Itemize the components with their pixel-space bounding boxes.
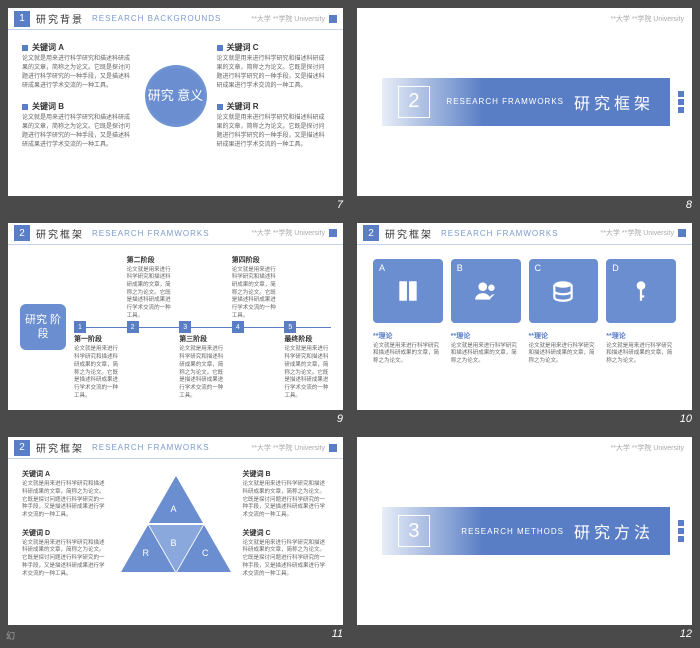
keyword-title: 关键词 A [22, 42, 135, 53]
page-number: 12 [357, 628, 692, 640]
phase-4: 第四阶段论文就是用来进行科学研究和描述科研成果的文章，简称之为论文。它既是描述科… [232, 255, 279, 321]
theory-3: **理论论文就是用来进行科学研究和描述科研成果的文章，简称之为论文。 [529, 331, 599, 366]
section-divider: 3 RESEARCH METHODS 研究方法 [357, 437, 692, 625]
keyword-title: 关键词 R [217, 101, 330, 112]
page-number: 10 [357, 413, 692, 425]
header-en: RESEARCH FRAMWORKS [441, 229, 559, 238]
theory-1: **理论论文就是用来进行科学研究和描述科研成果的文章，简称之为论文。 [373, 331, 443, 366]
page-number: 8 [357, 199, 692, 211]
card-b: B [451, 259, 521, 323]
keyword-block-a: 关键词 A 论文就是用来进行科学研究和描述科研成果的文章，简称之为论文。它既是探讨… [22, 42, 135, 91]
header-zh: 研究背景 [36, 11, 84, 26]
phase-3: 第三阶段论文就是用来进行科学研究和描述科研成果的文章，简称之为论文。它既是描述科… [179, 334, 226, 400]
university-label: **大学 **学院 University [251, 14, 325, 24]
university-label: **大学 **学院 University [251, 443, 325, 453]
section-en: RESEARCH FRAMWORKS [446, 97, 564, 106]
keyword-block-b: 关键词 B 论文就是用来进行科学研究和描述科研成果的文章，简称之为论文。它既是探讨… [22, 101, 135, 150]
theory-2: **理论论文就是用来进行科学研究和描述科研成果的文章，简称之为论文。 [451, 331, 521, 366]
stage-badge: 研究 阶段 [20, 304, 66, 350]
section-number: 2 [363, 225, 379, 241]
center-circle: 研究 意义 [145, 65, 207, 127]
page-number: 7 [8, 199, 343, 211]
phase-2: 第二阶段论文就是用来进行科学研究和描述科研成果的文章，简称之为论文。它既是描述科… [127, 255, 174, 321]
section-zh: 研究框架 [574, 90, 654, 114]
university-label: **大学 **学院 University [610, 443, 684, 453]
watermark: 幻 [6, 629, 15, 642]
keyword-title: 关键词 B [22, 101, 135, 112]
section-big-number: 2 [398, 86, 430, 118]
page-number: 9 [8, 413, 343, 425]
slide-header: 1 研究背景 RESEARCH BACKGROUNDS **大学 **学院 Un… [8, 8, 343, 30]
slide-header: 2 研究框架 RESEARCH FRAMWORKS **大学 **学院 Univ… [8, 437, 343, 459]
section-number: 2 [14, 225, 30, 241]
keyword-block-r: 关键词 R 论文就是用来进行科学研究和描述科研成果的文章，简称之为论文。它既是探讨… [217, 101, 330, 150]
header-en: RESEARCH FRAMWORKS [92, 443, 210, 452]
keyword-b: 关键词 B论文就是用来进行科学研究和描述科研成果的文章，简称之为论文。它既是探讨… [243, 469, 330, 519]
users-icon [473, 278, 499, 304]
section-big-number: 3 [398, 515, 430, 547]
university-label: **大学 **学院 University [251, 228, 325, 238]
key-icon [628, 278, 654, 304]
keyword-block-c: 关键词 C 论文就是用来进行科学研究和描述科研成果的文章，简称之为论文。它既是探讨… [217, 42, 330, 91]
square-icon [678, 229, 686, 237]
slide-12: 3 RESEARCH METHODS 研究方法 **大学 **学院 Univer… [357, 437, 692, 640]
header-zh: 研究框架 [36, 440, 84, 455]
keyword-d: 关键词 D论文就是用来进行科学研究和描述科研成果的文章，简称之为论文。它既是探讨… [22, 528, 109, 578]
card-c: C [529, 259, 599, 323]
slide-11: 2 研究框架 RESEARCH FRAMWORKS **大学 **学院 Univ… [8, 437, 343, 640]
slide-7: 1 研究背景 RESEARCH BACKGROUNDS **大学 **学院 Un… [8, 8, 343, 211]
slide-header: 2 研究框架 RESEARCH FRAMWORKS **大学 **学院 Univ… [357, 223, 692, 245]
database-icon [550, 278, 576, 304]
slide-header: 2 研究框架 RESEARCH FRAMWORKS **大学 **学院 Univ… [8, 223, 343, 245]
keyword-c: 关键词 C论文就是用来进行科学研究和描述科研成果的文章，简称之为论文。它既是探讨… [243, 528, 330, 578]
keyword-desc: 论文就是用来进行科学研究和描述科研成果的文章，简称之为论文。它既是探讨问题进行科… [22, 55, 135, 91]
header-zh: 研究框架 [36, 226, 84, 241]
square-icon [329, 229, 337, 237]
phase-1: 第一阶段论文就是用来进行科学研究和描述科研成果的文章，简称之为论文。它既是描述科… [74, 334, 121, 400]
keyword-title: 关键词 C [217, 42, 330, 53]
card-d: D [606, 259, 676, 323]
section-number: 1 [14, 11, 30, 27]
triangle-diagram: A R B C [121, 476, 231, 572]
page-number: 11 [8, 628, 343, 640]
phase-5: 最终阶段论文就是用来进行科学研究和描述科研成果的文章，简称之为论文。它既是描述科… [284, 334, 331, 400]
card-a: A [373, 259, 443, 323]
keyword-desc: 论文就是用来进行科学研究和描述科研成果的文章，简称之为论文。它既是探讨问题进行科… [22, 114, 135, 150]
slide-9: 2 研究框架 RESEARCH FRAMWORKS **大学 **学院 Univ… [8, 223, 343, 426]
timeline: 第二阶段论文就是用来进行科学研究和描述科研成果的文章，简称之为论文。它既是描述科… [74, 255, 331, 401]
dots-icon [678, 520, 684, 542]
slide-10: 2 研究框架 RESEARCH FRAMWORKS **大学 **学院 Univ… [357, 223, 692, 426]
keyword-a: 关键词 A论文就是用来进行科学研究和描述科研成果的文章，简称之为论文。它既是探讨… [22, 469, 109, 519]
section-number: 2 [14, 440, 30, 456]
university-label: **大学 **学院 University [610, 14, 684, 24]
dots-icon [678, 91, 684, 113]
header-en: RESEARCH FRAMWORKS [92, 229, 210, 238]
slide-8: 2 RESEARCH FRAMWORKS 研究框架 **大学 **学院 Univ… [357, 8, 692, 211]
section-divider: 2 RESEARCH FRAMWORKS 研究框架 [357, 8, 692, 196]
university-label: **大学 **学院 University [600, 228, 674, 238]
header-en: RESEARCH BACKGROUNDS [92, 14, 221, 23]
section-zh: 研究方法 [574, 519, 654, 543]
book-icon [395, 278, 421, 304]
header-zh: 研究框架 [385, 226, 433, 241]
theory-4: **理论论文就是用来进行科学研究和描述科研成果的文章，简称之为论文。 [606, 331, 676, 366]
keyword-desc: 论文就是用来进行科学研究和描述科研成果的文章，简称之为论文。它既是探讨问题进行科… [217, 114, 330, 150]
square-icon [329, 444, 337, 452]
keyword-desc: 论文就是用来进行科学研究和描述科研成果的文章，简称之为论文。它既是探讨问题进行科… [217, 55, 330, 91]
square-icon [329, 15, 337, 23]
section-en: RESEARCH METHODS [461, 527, 564, 536]
